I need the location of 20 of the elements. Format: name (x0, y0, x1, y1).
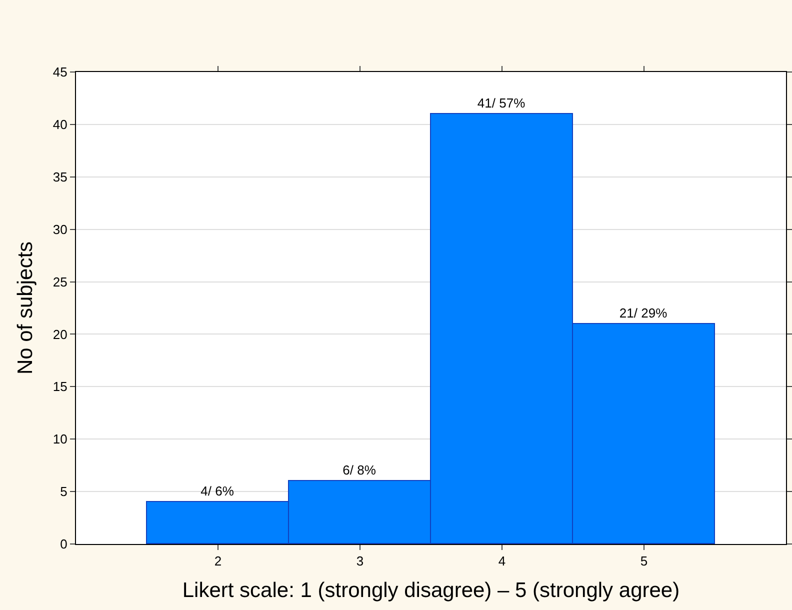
y-tick-label: 35 (52, 169, 68, 184)
x-tick-label: 4 (498, 554, 506, 569)
y-tick-label: 15 (52, 379, 68, 394)
y-tick-label: 0 (60, 536, 68, 552)
x-tick-label: 5 (640, 554, 648, 569)
y-axis-title: No of subjects (14, 241, 38, 375)
data-label: 41/ 57% (477, 96, 526, 110)
data-label: 21/ 29% (619, 306, 668, 320)
y-tick-label: 10 (52, 432, 68, 447)
y-tick-label: 40 (52, 116, 68, 132)
y-tick-label: 25 (52, 274, 68, 290)
x-tick-label: 3 (356, 554, 364, 569)
y-tick-label: 20 (52, 326, 68, 342)
x-axis-title: Likert scale: 1 (strongly disagree) – 5 (strongly agree) (182, 578, 680, 602)
y-tick-label: 45 (52, 64, 68, 80)
data-label: 4/ 6% (200, 484, 234, 498)
y-tick-label: 5 (60, 484, 68, 500)
data-label: 6/ 8% (342, 462, 376, 478)
x-tick-label: 2 (214, 554, 222, 569)
y-tick-label: 30 (52, 222, 68, 237)
